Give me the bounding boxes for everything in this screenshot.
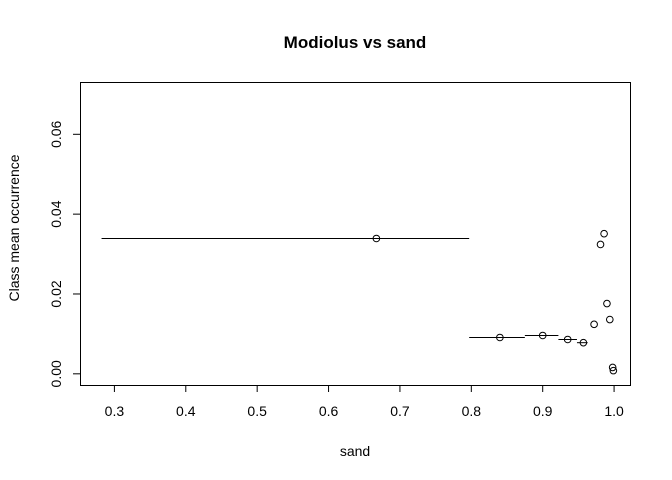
data-point — [590, 320, 598, 329]
y-axis: 0.00 0.02 0.04 0.06 — [48, 120, 81, 387]
data-point — [496, 333, 504, 342]
x-tick-label: 0.6 — [319, 403, 339, 419]
x-axis-label: sand — [340, 443, 370, 459]
x-tick-label: 0.9 — [533, 403, 553, 419]
data-point — [596, 240, 605, 249]
y-tick-label: 0.00 — [48, 360, 64, 387]
y-tick-label: 0.06 — [48, 120, 64, 147]
chart-title: Modiolus vs sand — [284, 33, 427, 52]
x-tick-label: 0.4 — [176, 403, 196, 419]
data-point — [605, 315, 614, 324]
x-tick-label: 0.5 — [247, 403, 267, 419]
x-tick-label: 0.8 — [462, 403, 482, 419]
data-point — [600, 229, 608, 238]
data-point — [608, 363, 617, 372]
data-point — [563, 335, 572, 344]
x-tick-label: 1.0 — [604, 403, 624, 419]
y-tick-label: 0.02 — [48, 280, 64, 307]
x-tick-label: 0.3 — [105, 403, 125, 419]
data-point — [538, 331, 547, 340]
y-axis-label: Class mean occurrence — [6, 154, 22, 301]
x-axis: 0.3 0.4 0.5 0.6 0.7 0.8 0.9 1.0 — [105, 385, 624, 419]
data-point — [609, 366, 618, 375]
plot-marks — [101, 229, 618, 375]
data-point — [603, 299, 611, 308]
plot-frame — [80, 82, 631, 386]
data-point — [372, 234, 381, 243]
y-tick-label: 0.04 — [48, 200, 64, 227]
x-tick-label: 0.7 — [390, 403, 410, 419]
data-point — [579, 338, 588, 347]
